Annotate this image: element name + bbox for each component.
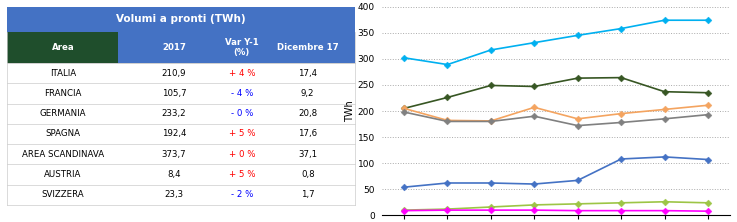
Text: - 4 %: - 4 % [231,89,253,98]
Text: 1,7: 1,7 [301,190,315,199]
Text: 192,4: 192,4 [162,129,186,139]
FancyBboxPatch shape [7,32,354,63]
Text: + 5 %: + 5 % [228,129,255,139]
Text: FRANCIA: FRANCIA [44,89,82,98]
Text: 20,8: 20,8 [298,109,318,118]
Text: ITALIA: ITALIA [50,69,76,78]
Text: 37,1: 37,1 [298,150,318,159]
Text: 2017: 2017 [162,43,186,52]
Text: SVIZZERA: SVIZZERA [41,190,84,199]
Text: Var Y-1
(%): Var Y-1 (%) [225,38,259,57]
Text: 17,6: 17,6 [298,129,318,139]
Text: 9,2: 9,2 [301,89,315,98]
Text: - 2 %: - 2 % [231,190,253,199]
Text: AUSTRIA: AUSTRIA [44,170,82,179]
Text: GERMANIA: GERMANIA [40,109,86,118]
Text: + 0 %: + 0 % [228,150,255,159]
Text: 0,8: 0,8 [301,170,315,179]
Text: AREA SCANDINAVA: AREA SCANDINAVA [22,150,104,159]
Text: 23,3: 23,3 [164,190,184,199]
Text: 210,9: 210,9 [162,69,186,78]
FancyBboxPatch shape [7,7,354,32]
Y-axis label: TWh: TWh [345,100,354,122]
Text: + 4 %: + 4 % [228,69,255,78]
FancyBboxPatch shape [7,32,119,63]
Text: Volumi a pronti (TWh): Volumi a pronti (TWh) [116,14,246,24]
Text: - 0 %: - 0 % [231,109,253,118]
Text: 233,2: 233,2 [161,109,186,118]
Text: SPAGNA: SPAGNA [46,129,80,139]
Text: Area: Area [52,43,74,52]
Text: 105,7: 105,7 [161,89,186,98]
Text: 8,4: 8,4 [167,170,181,179]
Text: Dicembre 17: Dicembre 17 [277,43,338,52]
Text: 373,7: 373,7 [161,150,186,159]
Text: 17,4: 17,4 [298,69,318,78]
Text: + 5 %: + 5 % [228,170,255,179]
